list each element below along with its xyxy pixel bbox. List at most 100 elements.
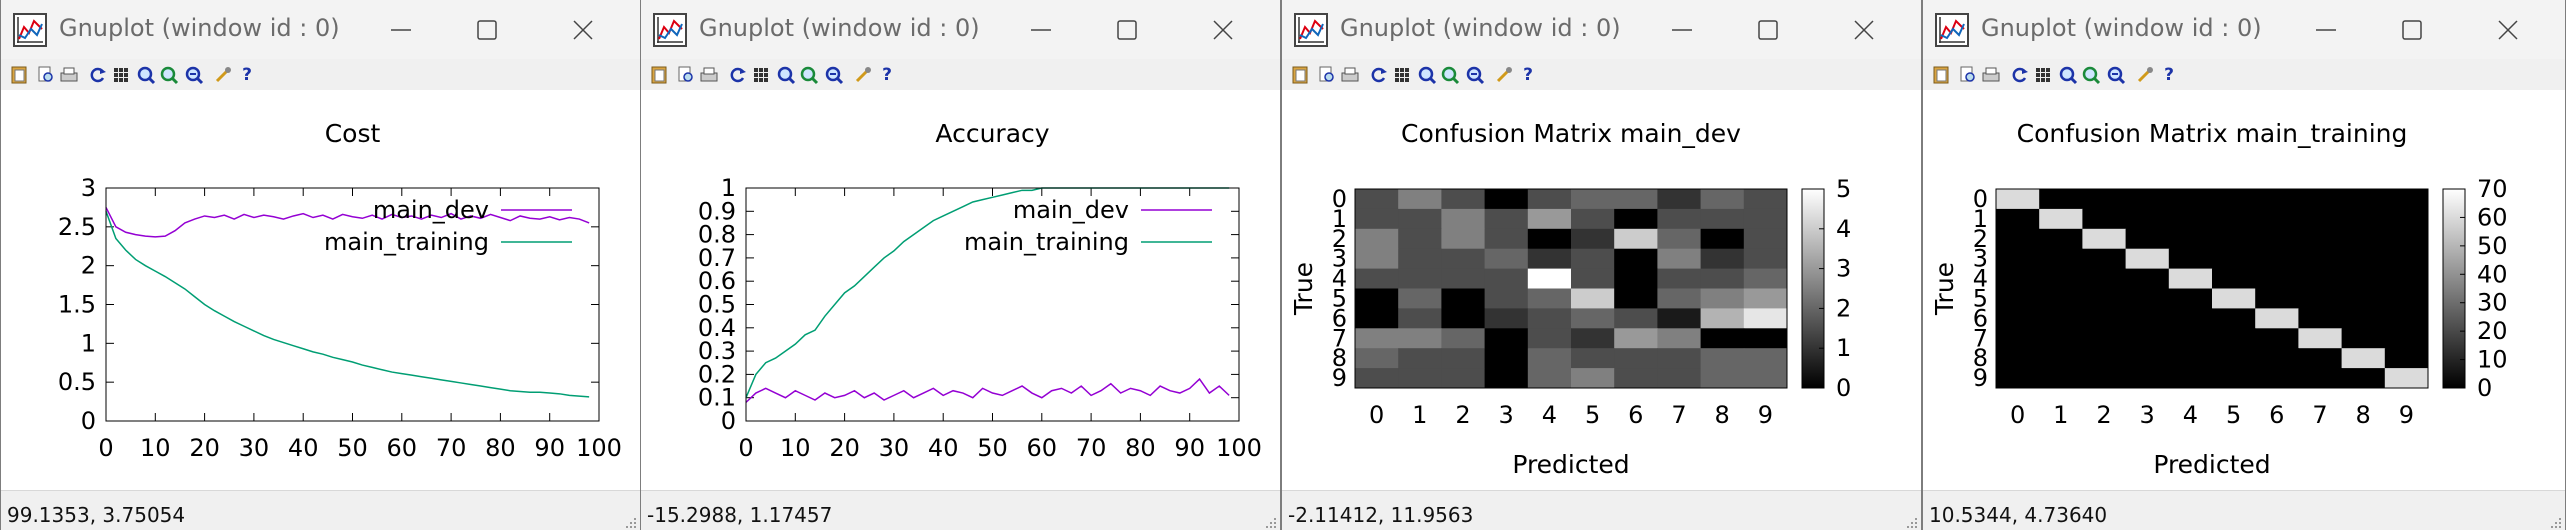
x-tick-label: 50	[977, 434, 1008, 462]
maximize-button[interactable]	[2382, 8, 2442, 50]
heatmap-cell	[1484, 248, 1529, 270]
options-icon[interactable]	[2135, 65, 2155, 85]
unzoom-icon[interactable]	[824, 65, 844, 85]
heatmap-cell	[1743, 248, 1788, 270]
close-button[interactable]	[553, 8, 613, 50]
resize-grip-icon[interactable]	[624, 515, 638, 529]
help-icon[interactable]: ?	[882, 65, 892, 85]
close-button[interactable]	[2478, 8, 2538, 50]
grid-icon[interactable]	[751, 65, 771, 85]
heatmap-cell	[1996, 189, 2040, 210]
print-icon[interactable]	[59, 65, 79, 85]
title-bar[interactable]: Gnuplot (window id : 0)	[1282, 0, 1921, 59]
maximize-button[interactable]	[1097, 8, 1157, 50]
heatmap-cell	[1398, 248, 1442, 270]
minimize-button[interactable]	[1011, 8, 1071, 50]
print-icon[interactable]	[699, 65, 719, 85]
copy-icon[interactable]	[1931, 65, 1951, 85]
minimize-button[interactable]	[1652, 8, 1712, 50]
plot-area[interactable]: Cost 0 10 20 30 40 50 60 70 80 90 100 0 0.5 1 1.5 2 2.5 3 m…	[1, 90, 640, 490]
heatmap-cell	[2039, 328, 2083, 349]
heatmap-cell	[1996, 348, 2040, 369]
heatmap-cell	[2341, 208, 2386, 230]
help-icon[interactable]: ?	[1523, 65, 1533, 85]
print-preview-icon[interactable]	[1958, 65, 1978, 85]
unzoom-icon[interactable]	[1465, 65, 1485, 85]
print-icon[interactable]	[1340, 65, 1360, 85]
help-icon[interactable]: ?	[242, 65, 252, 85]
heatmap-cell	[1441, 248, 1486, 270]
minimize-button[interactable]	[371, 8, 431, 50]
maximize-button[interactable]	[457, 8, 517, 50]
replot-icon[interactable]	[1369, 65, 1389, 85]
grid-icon[interactable]	[1392, 65, 1412, 85]
zoom-forward-icon[interactable]	[2081, 65, 2101, 85]
minimize-button[interactable]	[2296, 8, 2356, 50]
heatmap-cell	[2212, 189, 2256, 210]
options-icon[interactable]	[213, 65, 233, 85]
grid-icon[interactable]	[2033, 65, 2053, 85]
options-icon[interactable]	[853, 65, 873, 85]
zoom-forward-icon[interactable]	[1440, 65, 1460, 85]
maximize-button[interactable]	[1738, 8, 1798, 50]
grid-icon[interactable]	[111, 65, 131, 85]
print-preview-icon[interactable]	[1317, 65, 1337, 85]
plot-area[interactable]: Confusion Matrix main_training 0 1 2 3 4 5 6 7 8 9…	[1923, 90, 2565, 490]
copy-icon[interactable]	[649, 65, 669, 85]
title-bar[interactable]: Gnuplot (window id : 0)	[641, 0, 1280, 59]
heatmap-cell	[2082, 348, 2127, 369]
heatmap-cell	[2039, 228, 2083, 250]
y-tick-label: 5	[1332, 284, 1347, 312]
title-bar[interactable]: Gnuplot (window id : 0)	[1, 0, 640, 59]
heatmap-cell	[2384, 228, 2429, 250]
zoom-back-icon[interactable]	[1417, 65, 1437, 85]
x-tick-label: 100	[1216, 434, 1262, 462]
copy-icon[interactable]	[9, 65, 29, 85]
plot-svg[interactable]: Accuracy 0 10 20 30 40 50 60 70 80 90 100 00.10.20.3…	[641, 90, 1281, 490]
close-button[interactable]	[1834, 8, 1894, 50]
zoom-forward-icon[interactable]	[159, 65, 179, 85]
window-title: Gnuplot (window id : 0)	[699, 14, 980, 42]
resize-grip-icon[interactable]	[1264, 515, 1278, 529]
resize-grip-icon[interactable]	[1905, 515, 1919, 529]
plot-area[interactable]: Accuracy 0 10 20 30 40 50 60 70 80 90 100 0 0.1 0.2 0.3…	[641, 90, 1280, 490]
zoom-back-icon[interactable]	[136, 65, 156, 85]
heatmap-cell	[2082, 308, 2127, 329]
heatmap-cell	[1700, 368, 1745, 389]
heatmap-cell	[1700, 308, 1745, 329]
heatmap-cell	[1527, 268, 1572, 289]
x-tick-label: 8	[1715, 401, 1730, 429]
plot-area[interactable]: Confusion Matrix main_dev 0 1 2 3 4 5 6 7 8 9 0 1 2 3 4…	[1282, 90, 1921, 490]
heatmap-cell	[1700, 328, 1745, 349]
print-icon[interactable]	[1981, 65, 2001, 85]
heatmap-cell	[2212, 348, 2256, 369]
colorbar	[2442, 188, 2466, 389]
heatmap-cell	[1571, 368, 1615, 389]
print-preview-icon[interactable]	[36, 65, 56, 85]
heatmap-cell	[2341, 228, 2386, 250]
mouse-coordinates: 99.1353, 3.75054	[7, 503, 186, 527]
colorbar-tick-label: 2	[1836, 294, 1851, 322]
unzoom-icon[interactable]	[184, 65, 204, 85]
zoom-back-icon[interactable]	[776, 65, 796, 85]
heatmap-cell	[2255, 368, 2299, 389]
zoom-back-icon[interactable]	[2058, 65, 2078, 85]
resize-grip-icon[interactable]	[2549, 515, 2563, 529]
unzoom-icon[interactable]	[2106, 65, 2126, 85]
close-button[interactable]	[1193, 8, 1253, 50]
copy-icon[interactable]	[1290, 65, 1310, 85]
replot-icon[interactable]	[728, 65, 748, 85]
help-icon[interactable]: ?	[2164, 65, 2174, 85]
replot-icon[interactable]	[88, 65, 108, 85]
print-preview-icon[interactable]	[676, 65, 696, 85]
plot-svg[interactable]: Cost 0 10 20 30 40 50 60 70 80 90 100 0 0.5 1 1.5 2 2.5 3 m…	[1, 90, 641, 490]
options-icon[interactable]	[1494, 65, 1514, 85]
title-bar[interactable]: Gnuplot (window id : 0)	[1923, 0, 2565, 59]
gnuplot-window-2: Gnuplot (window id : 0) ? Accuracy 0 10 20 3…	[640, 0, 1281, 530]
zoom-forward-icon[interactable]	[799, 65, 819, 85]
replot-icon[interactable]	[2010, 65, 2030, 85]
y-tick-label: 1	[1973, 205, 1988, 233]
x-tick-label: 5	[2226, 401, 2241, 429]
